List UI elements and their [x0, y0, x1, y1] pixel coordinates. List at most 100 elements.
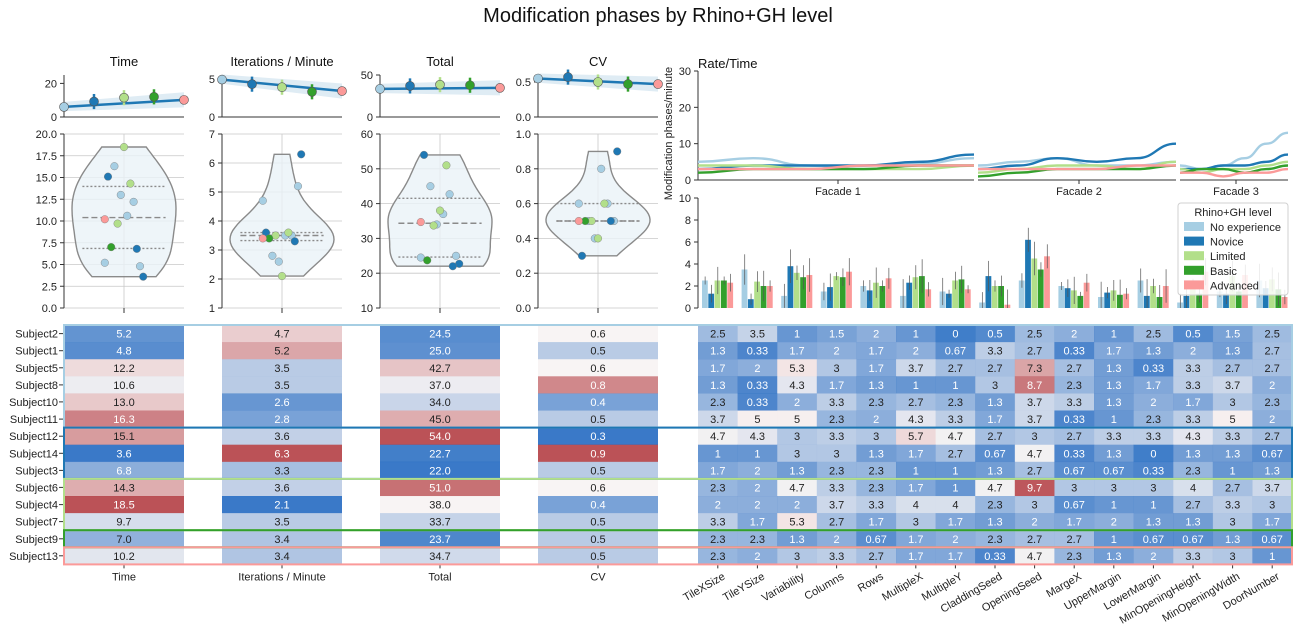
param-cell-value: 1: [794, 329, 800, 341]
param-cell-value: 1.3: [1185, 448, 1200, 460]
param-cell-value: 2.3: [710, 397, 725, 409]
metric-cell-value: 42.7: [429, 363, 450, 375]
metric-cell-value: 22.0: [429, 465, 450, 477]
group-mean-point-No experience: [533, 73, 543, 84]
violin-tick-label: 5.0: [42, 260, 57, 272]
param-cell-value: 0.33: [1063, 346, 1084, 358]
metric-cell: [222, 427, 342, 445]
metric-cell-value: 0.4: [590, 500, 605, 512]
param-cell-value: 1.3: [1225, 448, 1240, 460]
param-cell: [1173, 530, 1214, 548]
metric-column-label: Iterations / Minute: [238, 571, 325, 583]
param-cell: [1054, 547, 1095, 565]
param-cell: [896, 530, 936, 548]
subject-point: [129, 197, 138, 206]
param-cell: [1252, 461, 1293, 480]
param-cell: [896, 325, 936, 343]
param-cell: [896, 359, 936, 377]
param-cell: [1054, 496, 1095, 514]
param-cell-value: 1.3: [1185, 517, 1200, 529]
metric-cell: [538, 427, 658, 445]
param-cell-value: 0.67: [984, 448, 1005, 460]
bar-Advanced: [766, 286, 773, 308]
param-cell: [1173, 513, 1214, 531]
subject-point: [110, 162, 119, 171]
metric-cell-value: 2.8: [274, 414, 289, 426]
param-cell: [1133, 513, 1174, 531]
param-cell-value: 1.3: [710, 380, 725, 392]
param-cell: [935, 513, 976, 531]
param-cell-value: 3.3: [1225, 431, 1240, 443]
metric-cell: [380, 530, 500, 548]
subject-point: [436, 206, 445, 215]
param-cell-value: 2: [794, 397, 800, 409]
param-cell: [777, 444, 818, 463]
group-mean-point-Advanced: [653, 79, 663, 89]
bar-No experience: [860, 286, 867, 308]
metric-cell-value: 37.0: [429, 380, 450, 392]
param-cell-value: 3.3: [1106, 431, 1121, 443]
violin-panel-title-0: Time: [110, 54, 138, 69]
metric-cell-value: 3.5: [274, 380, 289, 392]
param-cell-value: 1.7: [948, 551, 963, 563]
param-cell: [1212, 530, 1253, 548]
param-cell-value: 1: [952, 482, 958, 494]
param-cell: [737, 342, 778, 360]
param-cell: [816, 547, 857, 565]
param-cell-value: 2.3: [710, 551, 725, 563]
metric-cell-value: 4.8: [116, 346, 131, 358]
param-cell: [737, 410, 778, 428]
param-cell-value: 2.7: [1067, 363, 1082, 375]
metric-cell-value: 0.6: [590, 363, 605, 375]
param-cell: [777, 427, 818, 445]
metric-cell-value: 34.7: [429, 551, 450, 563]
param-cell: [1054, 427, 1095, 445]
metric-cell-value: 25.0: [429, 346, 450, 358]
param-cell: [1014, 444, 1055, 463]
violin-top-tick-label: 0: [209, 112, 215, 124]
param-cell-value: 3: [873, 431, 879, 443]
bar-ytick-label: 6: [685, 237, 691, 249]
param-cell: [856, 410, 897, 428]
param-cell: [1094, 530, 1134, 548]
param-cell: [896, 427, 936, 445]
param-cell: [1094, 461, 1134, 480]
param-cell-value: 1: [1230, 465, 1236, 477]
subject-heatmap-table: 5.24.812.210.613.016.315.13.66.814.318.5…: [9, 324, 1293, 627]
rate-facet-label: Facade 1: [815, 186, 861, 198]
subject-point: [442, 161, 451, 170]
metric-cell: [64, 496, 184, 514]
param-cell-value: 2.7: [869, 551, 884, 563]
param-cell-value: 2.3: [1146, 414, 1161, 426]
metric-cell: [64, 325, 184, 343]
param-cell-value: 3.3: [1146, 431, 1161, 443]
metric-cell-value: 0.5: [590, 414, 605, 426]
param-cell-value: 1.7: [908, 551, 923, 563]
param-cell: [816, 325, 857, 343]
bar-Limited: [754, 281, 760, 308]
param-cell-value: 2.3: [987, 500, 1002, 512]
param-cell-value: 2.7: [1185, 500, 1200, 512]
param-cell: [896, 547, 936, 565]
param-cell: [698, 376, 738, 394]
legend-swatch-Novice: [1184, 236, 1204, 246]
bar-Advanced: [846, 271, 852, 308]
metric-cell: [222, 376, 342, 394]
param-cell: [896, 478, 936, 497]
bar-Basic: [998, 286, 1004, 308]
subject-row-label: Subject10: [9, 397, 58, 409]
param-cell: [816, 342, 857, 360]
param-cell: [698, 342, 738, 360]
param-cell-value: 2: [952, 534, 958, 546]
param-cell: [935, 547, 976, 565]
violin-top-tick-label: 50: [361, 70, 373, 82]
param-cell: [1054, 376, 1095, 394]
param-cell-value: 0.33: [747, 397, 768, 409]
subject-point: [100, 215, 109, 224]
param-cell-value: 1.7: [908, 482, 923, 494]
param-cell-value: 4.7: [948, 431, 963, 443]
param-cell: [1014, 410, 1055, 428]
param-cell-value: 1: [1269, 551, 1275, 563]
param-cell-value: 2.7: [948, 448, 963, 460]
subject-point: [135, 262, 144, 271]
